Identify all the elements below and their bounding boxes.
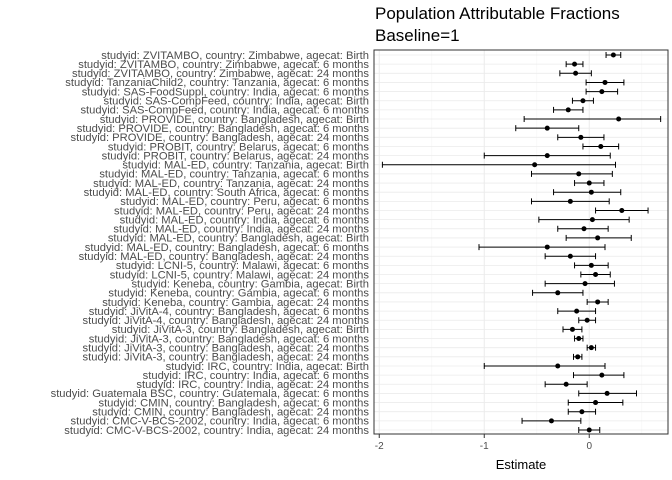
x-axis-title: Estimate	[496, 457, 547, 472]
point-estimate	[581, 226, 587, 232]
point-estimate	[584, 317, 590, 323]
y-axis-label: studyid: MAL-ED, country: Tanzania, agec…	[93, 178, 369, 190]
y-axis-label: studyid: ZVITAMBO, country: Zimbabwe, ag…	[78, 59, 369, 71]
y-axis-label: studyid: JiVitA-3, country: Bangladesh, …	[112, 324, 369, 336]
y-axis-label: studyid: LCNI-5, country: Malawi, agecat…	[110, 269, 370, 281]
y-axis-label: studyid: CMIN, country: Bangladesh, agec…	[98, 397, 369, 409]
point-estimate	[598, 143, 604, 149]
y-axis-label: studyid: JiVitA-4, country: Bangladesh, …	[83, 315, 370, 327]
y-axis-label: studyid: MAL-ED, country: Bangladesh, ag…	[79, 251, 370, 263]
point-estimate	[589, 217, 595, 223]
x-axis-ticks: -2 -1 0	[375, 434, 592, 452]
point-estimate	[532, 162, 538, 168]
y-axis-label: studyid: JiVitA-4, country: Bangladesh, …	[89, 306, 370, 318]
y-axis-label: studyid: IRC, country: India, agecat: Bi…	[166, 361, 369, 373]
point-estimate	[544, 125, 550, 131]
y-axis-label: studyid: IRC, country: India, agecat: 24…	[136, 379, 369, 391]
point-estimate	[567, 198, 573, 204]
point-estimate	[579, 409, 585, 415]
point-estimate	[555, 290, 561, 296]
point-estimate	[569, 326, 575, 332]
y-axis-label: studyid: CMC-V-BCS-2002, country: India,…	[71, 416, 370, 428]
point-estimate	[567, 253, 573, 259]
y-axis-label: studyid: MAL-ED, country: Peru, agecat: …	[120, 196, 369, 208]
point-estimate	[593, 272, 599, 278]
point-estimate	[572, 61, 578, 67]
y-axis-label: studyid: JiVitA-3, country: Bangladesh, …	[83, 352, 370, 364]
y-axis-label: studyid: SAS-CompFeed, country: India, a…	[80, 105, 369, 117]
y-axis-label: studyid: MAL-ED, country: Peru, agecat: …	[114, 205, 369, 217]
y-axis-label: studyid: MAL-ED, country: India, agecat:…	[113, 224, 369, 236]
y-axis-label: studyid: ZVITAMBO, country: Zimbabwe, ag…	[101, 50, 369, 62]
point-estimate	[573, 70, 579, 76]
point-estimate	[586, 427, 592, 433]
point-estimate	[599, 372, 605, 378]
point-estimate	[544, 244, 550, 250]
x-tick-label: -1	[480, 441, 489, 452]
point-estimate	[548, 418, 554, 424]
point-estimate	[578, 134, 584, 140]
point-estimate	[619, 207, 625, 213]
point-estimate	[610, 52, 616, 58]
x-tick-label: -2	[375, 441, 384, 452]
point-estimate	[588, 262, 594, 268]
point-estimate	[616, 116, 622, 122]
point-estimate	[580, 98, 586, 104]
point-estimate	[544, 153, 550, 159]
y-axis-label: studyid: PROBIT, country: Belarus, ageca…	[102, 150, 370, 162]
y-axis-label: studyid: MAL-ED, country: Bangladesh, ag…	[108, 233, 369, 245]
y-axis-label: studyid: PROVIDE, country: Bangladesh, a…	[100, 114, 369, 126]
chart-subtitle: Baseline=1	[375, 26, 460, 45]
y-axis-label: studyid: Guatemala BSC, country: Guatema…	[51, 388, 370, 400]
y-axis-label: studyid: ZVITAMBO, country: Zimbabwe, ag…	[72, 68, 369, 80]
y-axis-label: studyid: IRC, country: India, agecat: 6 …	[143, 370, 370, 382]
point-estimate	[595, 299, 601, 305]
point-estimate	[576, 171, 582, 177]
point-estimate	[595, 235, 601, 241]
y-axis-label: studyid: PROVIDE, country: Bangladesh, a…	[77, 123, 370, 135]
y-axis-label: studyid: SAS-FoodSuppl, country: India, …	[82, 86, 370, 98]
y-axis-label: studyid: TanzaniaChild2, country: Tanzan…	[65, 77, 369, 89]
y-axis-label: studyid: MAL-ED, country: Tanzania, agec…	[99, 169, 369, 181]
y-axis-label: studyid: SAS-CompFeed, country: India, a…	[103, 96, 369, 108]
point-estimate	[565, 107, 571, 113]
point-estimate	[604, 390, 610, 396]
y-axis-label: studyid: CMC-V-BCS-2002, country: India,…	[64, 425, 369, 437]
y-axis-label: studyid: PROBIT, country: Belarus, ageca…	[108, 141, 370, 153]
y-axis-label: studyid: MAL-ED, country: India, agecat:…	[120, 214, 370, 226]
y-axis-labels: studyid: ZVITAMBO, country: Zimbabwe, ag…	[51, 50, 370, 437]
point-estimate	[599, 89, 605, 95]
point-estimate	[576, 336, 582, 342]
point-estimate	[588, 189, 594, 195]
point-estimate	[582, 281, 588, 287]
point-estimate	[593, 400, 599, 406]
y-axis-label: studyid: Keneba, country: Gambia, agecat…	[108, 288, 369, 300]
y-axis-label: studyid: JiVitA-3, country: Bangladesh, …	[83, 342, 370, 354]
y-axis-label: studyid: MAL-ED, country: Bangladesh, ag…	[85, 242, 370, 254]
point-estimate	[555, 363, 561, 369]
y-axis-label: studyid: LCNI-5, country: Malawi, agecat…	[116, 260, 369, 272]
point-estimate	[588, 345, 594, 351]
point-estimate	[574, 308, 580, 314]
error-bars	[381, 52, 662, 433]
panel-border	[373, 49, 669, 435]
y-axis-label: studyid: CMIN, country: Bangladesh, agec…	[92, 407, 369, 419]
y-axis-label: studyid: MAL-ED, country: South Africa, …	[84, 187, 370, 199]
x-tick-label: 0	[586, 441, 592, 452]
point-estimates	[532, 52, 625, 433]
y-axis-label: studyid: Keneba, country: Gambia, agecat…	[102, 297, 369, 309]
point-estimate	[602, 79, 608, 85]
y-axis-label: studyid: JiVitA-3, country: Bangladesh, …	[89, 333, 370, 345]
point-estimate	[575, 354, 581, 360]
point-estimate	[563, 381, 569, 387]
chart-title: Population Attributable Fractions	[375, 4, 620, 23]
y-axis-label: studyid: Keneba, country: Gambia, agecat…	[131, 278, 369, 290]
y-axis-label: studyid: MAL-ED, country: Tanzania, agec…	[122, 160, 369, 172]
point-estimate	[586, 180, 592, 186]
y-axis-label: studyid: PROVIDE, country: Bangladesh, a…	[71, 132, 370, 144]
